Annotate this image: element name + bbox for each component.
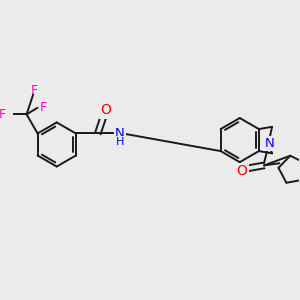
Text: N: N bbox=[115, 127, 125, 140]
Text: O: O bbox=[236, 164, 247, 178]
Text: F: F bbox=[31, 84, 38, 97]
Text: F: F bbox=[0, 108, 6, 121]
Text: O: O bbox=[100, 103, 111, 117]
Text: H: H bbox=[116, 137, 124, 147]
Text: F: F bbox=[40, 101, 47, 114]
Text: N: N bbox=[265, 137, 275, 150]
